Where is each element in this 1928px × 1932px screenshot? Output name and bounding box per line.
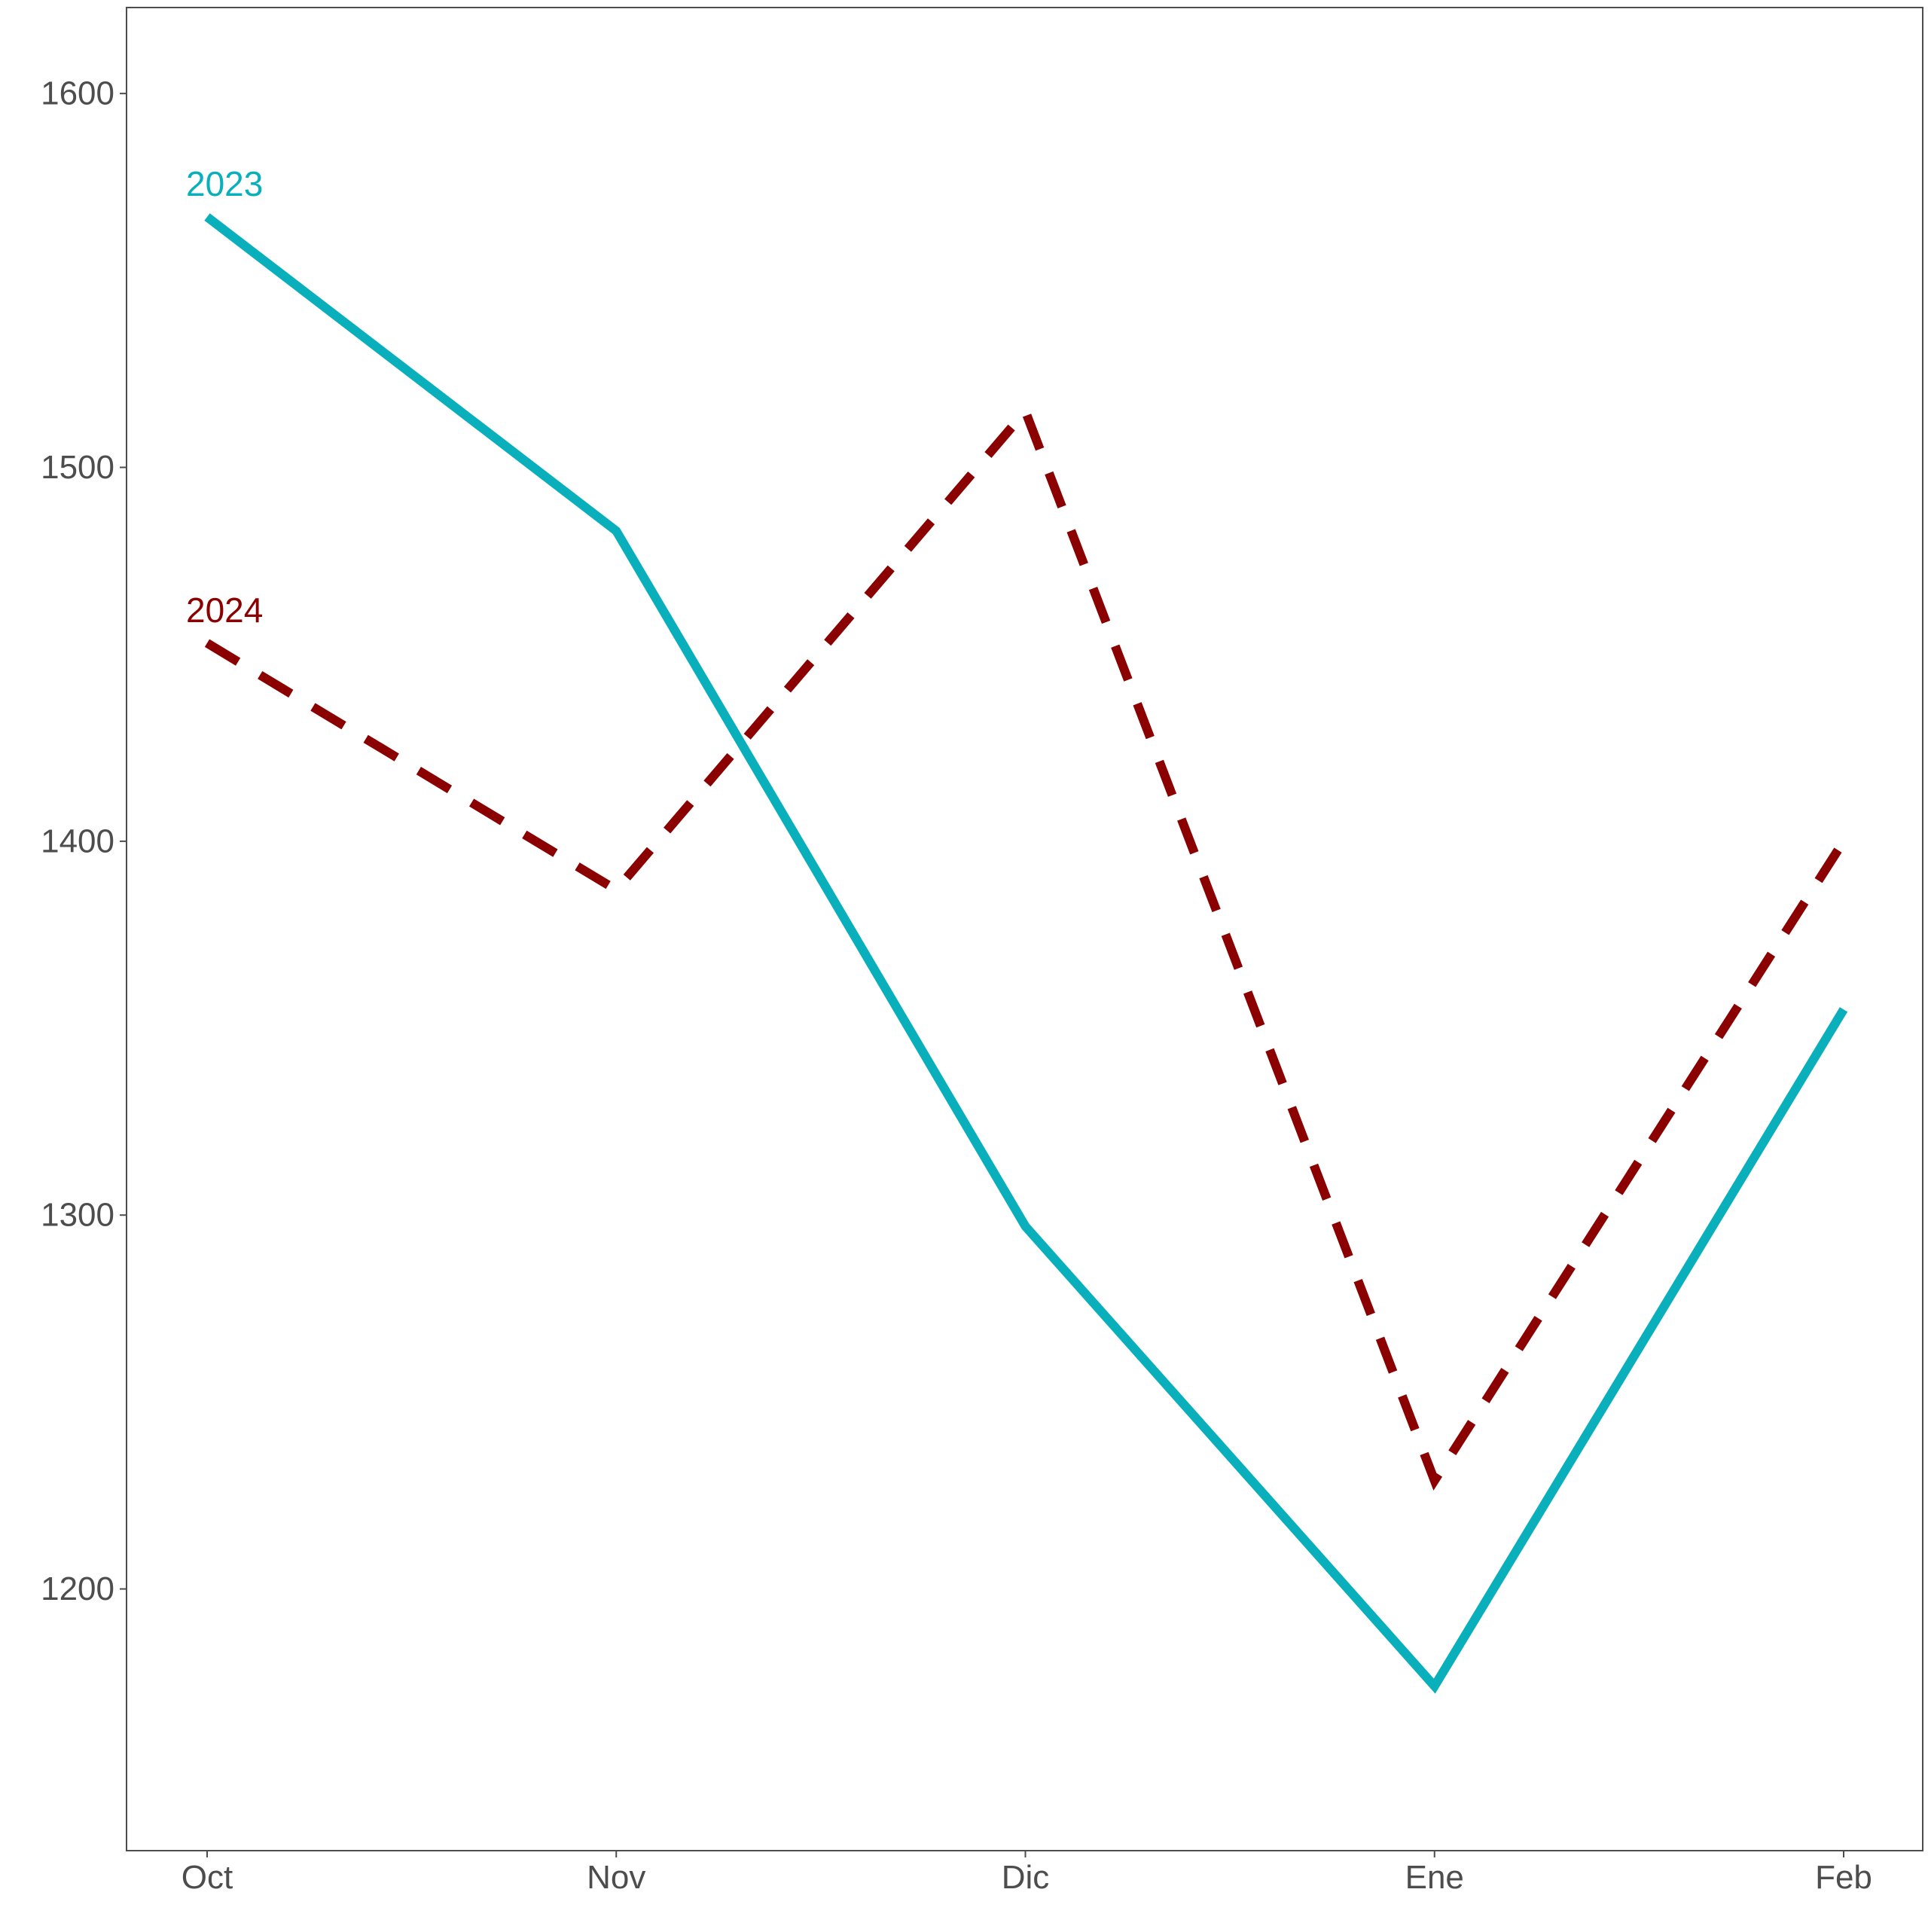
series-label-layer: 2023 2024: [186, 164, 263, 630]
y-axis: 1200 1300 1400 1500 1600: [41, 75, 127, 1607]
plot-panel: [126, 7, 1923, 1851]
x-tick-label: Ene: [1405, 1859, 1464, 1896]
series-line-2023: [204, 213, 1848, 1694]
series-label-2023: 2023: [186, 164, 263, 203]
x-tick-label: Nov: [587, 1859, 645, 1896]
series-line-2024: [204, 402, 1848, 1491]
y-tick-label: 1600: [41, 75, 114, 112]
series-label-2024: 2024: [186, 591, 263, 630]
x-tick-label: Feb: [1815, 1859, 1872, 1896]
x-tick-label: Oct: [182, 1859, 233, 1896]
y-tick-label: 1300: [41, 1197, 114, 1234]
y-tick-label: 1500: [41, 449, 114, 486]
x-tick-label: Dic: [1002, 1859, 1050, 1896]
series-layer: [204, 213, 1848, 1694]
y-tick-label: 1400: [41, 823, 114, 859]
y-tick-label: 1200: [41, 1570, 114, 1607]
x-axis: Oct Nov Dic Ene Feb: [182, 1851, 1872, 1896]
